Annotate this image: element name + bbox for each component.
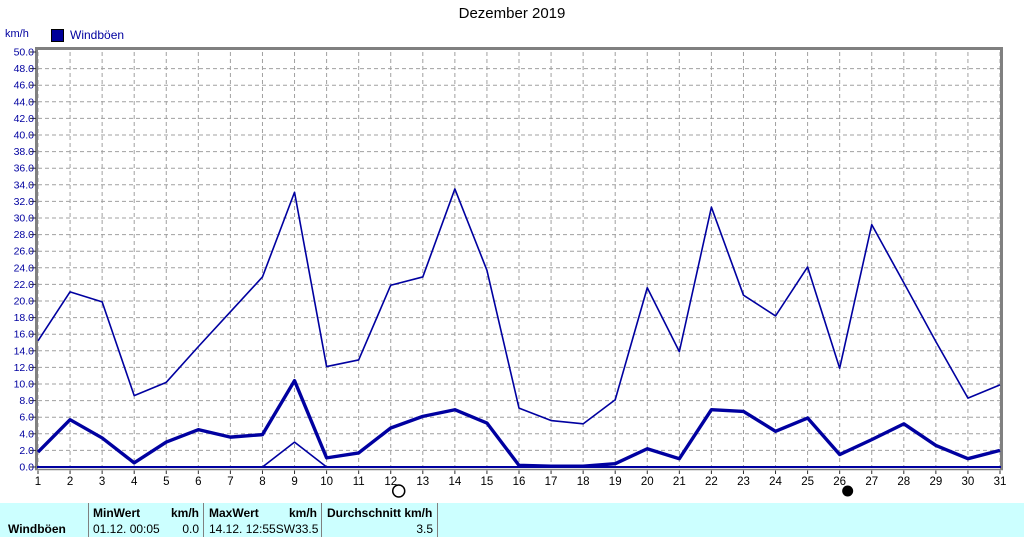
y-tick-label: 46.0 — [14, 80, 35, 92]
stats-col-rowlabel: Windböen — [8, 505, 84, 537]
stats-col-max: MaxWert km/h 14.12. 12:55SW 33.5 — [209, 505, 319, 537]
x-tick-label: 22 — [705, 476, 718, 488]
x-tick-label: 29 — [929, 476, 942, 488]
max-value: 33.5 — [295, 522, 319, 536]
x-tick-label: 25 — [801, 476, 814, 488]
stats-col-min: MinWert km/h 01.12. 00:05 0.0 — [93, 505, 199, 537]
y-axis-unit-label: km/h — [5, 28, 29, 40]
y-tick-label: 24.0 — [14, 262, 35, 274]
y-tick-label: 20.0 — [14, 296, 35, 308]
avg-header: Durchschnitt km/h — [327, 506, 433, 520]
max-unit: km/h — [288, 506, 317, 520]
y-tick-label: 8.0 — [19, 395, 34, 407]
table-separator — [88, 503, 89, 537]
y-tick-label: 30.0 — [14, 213, 35, 225]
stats-col-avg: Durchschnitt km/h 3.5 — [327, 505, 433, 537]
x-tick-label: 19 — [609, 476, 622, 488]
y-tick-label: 50.0 — [14, 47, 35, 59]
y-tick-label: 2.0 — [19, 445, 34, 457]
y-tick-label: 10.0 — [14, 379, 35, 391]
y-tick-label: 38.0 — [14, 146, 35, 158]
y-tick-label: 28.0 — [14, 229, 35, 241]
x-tick-label: 20 — [641, 476, 654, 488]
x-tick-label: 1 — [35, 476, 41, 488]
new-moon-icon — [842, 485, 854, 497]
y-tick-label: 48.0 — [14, 63, 35, 75]
x-tick-label: 8 — [259, 476, 265, 488]
x-tick-label: 21 — [673, 476, 686, 488]
table-separator — [203, 503, 204, 537]
x-tick-label: 26 — [833, 476, 846, 488]
min-unit: km/h — [170, 506, 199, 520]
wind-gust-chart: 0.0 2.0 4.0 6.0 8.0 10.0 12.0 14.0 16.0 18.0 20.0 2… — [14, 47, 1007, 498]
legend-swatch-icon — [51, 28, 64, 42]
table-separator — [321, 503, 322, 537]
y-tick-label: 44.0 — [14, 96, 35, 108]
x-tick-label: 31 — [994, 476, 1007, 488]
x-tick-label: 30 — [962, 476, 975, 488]
y-tick-label: 26.0 — [14, 246, 35, 258]
full-moon-icon — [391, 484, 406, 498]
y-tick-label: 0.0 — [19, 462, 34, 474]
x-tick-label: 10 — [320, 476, 333, 488]
y-tick-label: 4.0 — [19, 428, 34, 440]
x-tick-label: 14 — [448, 476, 461, 488]
wind-avg-line — [36, 378, 1001, 468]
y-tick-label: 12.0 — [14, 362, 35, 374]
x-tick-label: 4 — [131, 476, 138, 488]
x-tick-label: 28 — [897, 476, 910, 488]
x-tick-label: 17 — [545, 476, 558, 488]
y-tick-label: 16.0 — [14, 329, 35, 341]
wind-max-line — [37, 188, 1001, 425]
y-tick-label: 36.0 — [14, 163, 35, 175]
x-tick-label: 16 — [513, 476, 526, 488]
y-tick-label: 34.0 — [14, 179, 35, 191]
min-datetime: 01.12. 00:05 — [93, 522, 160, 536]
x-tick-label: 11 — [353, 476, 365, 488]
y-tick-label: 22.0 — [14, 279, 35, 291]
stats-table: Windböen MinWert km/h 01.12. 00:05 0.0 M… — [0, 503, 1024, 537]
x-tick-label: 6 — [195, 476, 201, 488]
x-tick-label: 7 — [227, 476, 233, 488]
max-header: MaxWert — [209, 506, 259, 520]
avg-value: 3.5 — [416, 522, 433, 536]
x-tick-label: 9 — [291, 476, 297, 488]
table-separator — [437, 503, 438, 537]
x-tick-label: 15 — [481, 476, 494, 488]
chart-title: Dezember 2019 — [458, 5, 566, 22]
max-datetime: 14.12. 12:55SW — [209, 522, 296, 536]
x-tick-label: 23 — [737, 476, 750, 488]
wind-min-line — [38, 441, 1000, 468]
x-tick-label: 12 — [384, 476, 397, 488]
y-tick-label: 18.0 — [14, 312, 35, 324]
y-tick-label: 14.0 — [14, 345, 35, 357]
min-value: 0.0 — [182, 522, 199, 536]
legend-label: Windböen — [70, 28, 125, 42]
y-tick-label: 40.0 — [14, 130, 35, 142]
x-tick-label: 13 — [416, 476, 429, 488]
min-header: MinWert — [93, 506, 141, 520]
y-tick-label: 42.0 — [14, 113, 35, 125]
y-tick-label: 32.0 — [14, 196, 35, 208]
x-tick-label: 27 — [865, 476, 878, 488]
y-tick-label: 6.0 — [19, 412, 34, 424]
x-tick-label: 5 — [163, 476, 169, 488]
stats-row-label: Windböen — [8, 522, 66, 536]
legend: Windböen — [51, 28, 124, 42]
x-tick-label: 3 — [99, 476, 105, 488]
x-tick-label: 2 — [67, 476, 73, 488]
x-tick-label: 18 — [577, 476, 590, 488]
x-tick-label: 24 — [769, 476, 782, 488]
